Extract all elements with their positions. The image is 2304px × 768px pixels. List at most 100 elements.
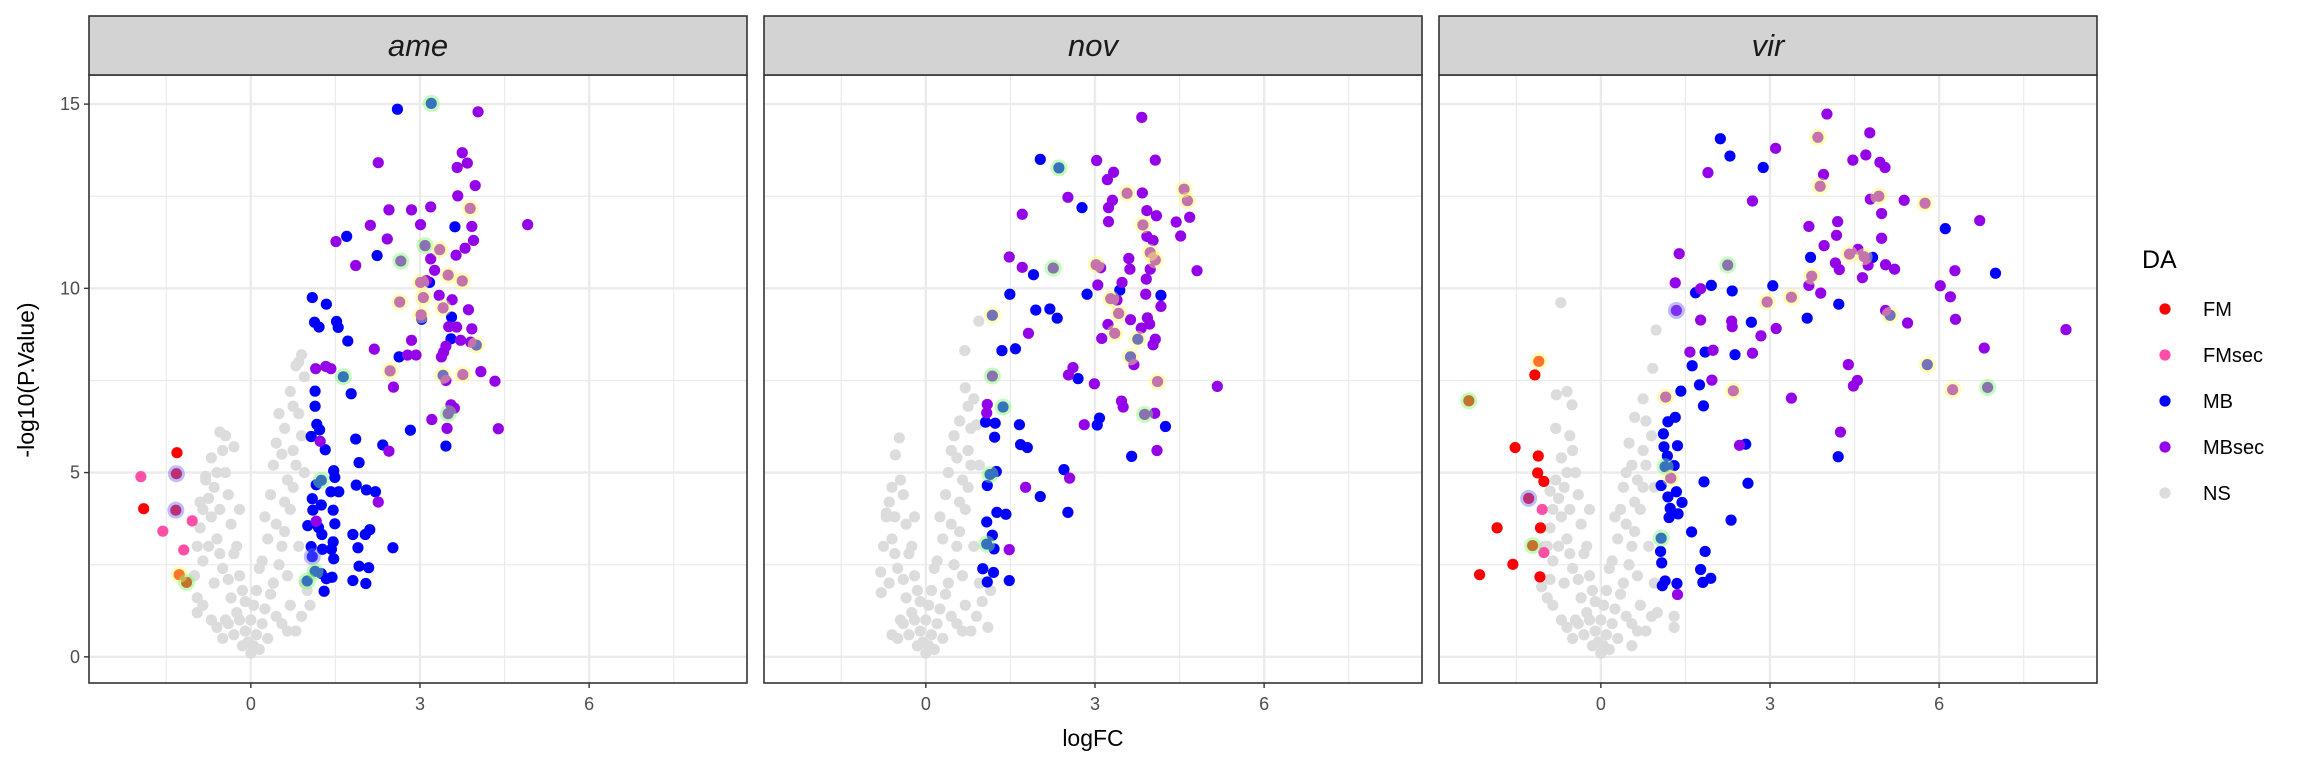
highlight-halo bbox=[994, 398, 1012, 416]
point-mbsec bbox=[1147, 339, 1159, 351]
point-mbsec bbox=[364, 219, 376, 231]
legend-key-dot bbox=[2159, 395, 2171, 407]
point-ns bbox=[281, 474, 294, 486]
point-ns bbox=[959, 382, 971, 394]
point-ns bbox=[897, 618, 909, 630]
point-mbsec bbox=[330, 235, 342, 248]
point-mb bbox=[1724, 150, 1736, 162]
point-mbsec bbox=[475, 366, 487, 378]
highlight-halo bbox=[1656, 458, 1674, 476]
highlight-halo bbox=[983, 306, 1001, 324]
point-mbsec bbox=[1170, 216, 1182, 228]
point-ns bbox=[965, 459, 977, 471]
point-ns bbox=[259, 603, 271, 615]
point-mbsec bbox=[417, 291, 429, 304]
point-mbsec bbox=[310, 515, 322, 527]
highlight-halo bbox=[981, 465, 999, 483]
point-ns bbox=[205, 511, 217, 523]
highlight-halo bbox=[298, 572, 316, 590]
point-mbsec bbox=[1091, 154, 1103, 167]
point-ns bbox=[889, 511, 901, 523]
point-mb bbox=[1661, 450, 1673, 462]
point-ns bbox=[973, 459, 985, 471]
point-mbsec bbox=[1665, 472, 1677, 484]
point-mb bbox=[325, 543, 338, 555]
point-mbsec bbox=[1856, 272, 1869, 284]
point-mbsec bbox=[1016, 261, 1028, 273]
highlight-halo bbox=[1667, 301, 1685, 319]
point-mbsec bbox=[1814, 180, 1826, 192]
point-mb bbox=[986, 309, 998, 321]
point-ns bbox=[264, 588, 277, 600]
highlight-halo bbox=[1146, 251, 1164, 269]
point-ns bbox=[1668, 621, 1680, 633]
point-mbsec bbox=[1873, 190, 1885, 202]
point-ns bbox=[197, 555, 209, 567]
point-mbsec bbox=[442, 269, 454, 281]
point-mbsec bbox=[405, 204, 418, 216]
point-mbsec bbox=[1124, 263, 1136, 275]
point-mb bbox=[440, 440, 452, 452]
point-mbsec bbox=[1803, 279, 1815, 292]
point-ns bbox=[906, 540, 918, 552]
point-mb bbox=[306, 291, 318, 304]
point-ns bbox=[1617, 577, 1629, 589]
point-mbsec bbox=[451, 161, 463, 174]
point-mb bbox=[1804, 251, 1817, 263]
highlight-halo bbox=[1102, 290, 1120, 308]
point-ns bbox=[894, 474, 907, 486]
x-tick-label: 6 bbox=[1934, 694, 1944, 714]
point-mb bbox=[981, 479, 993, 492]
point-mbsec bbox=[1746, 195, 1759, 207]
point-mbsec bbox=[1078, 419, 1090, 431]
highlight-halo bbox=[416, 237, 434, 255]
point-mbsec bbox=[1095, 262, 1107, 274]
point-ns bbox=[900, 518, 912, 530]
point-mbsec bbox=[492, 423, 504, 435]
point-ns bbox=[1536, 581, 1548, 593]
point-mbsec bbox=[465, 336, 477, 348]
point-mbsec bbox=[1770, 142, 1782, 154]
point-mb bbox=[1004, 288, 1016, 300]
legend-title: DA bbox=[2142, 246, 2177, 274]
point-ns bbox=[1572, 573, 1584, 586]
point-fm bbox=[1532, 450, 1544, 462]
point-mb bbox=[984, 468, 996, 481]
point-mbsec bbox=[442, 408, 454, 420]
point-mb bbox=[1672, 508, 1684, 520]
highlight-halo bbox=[467, 336, 485, 354]
point-ns bbox=[883, 496, 895, 508]
point-mb bbox=[1698, 476, 1710, 488]
legend-key-dot bbox=[2159, 303, 2171, 315]
legend-item-mb: MB bbox=[2159, 391, 2233, 413]
point-ns bbox=[1550, 389, 1562, 401]
point-mb bbox=[1671, 440, 1684, 452]
point-mb bbox=[1705, 279, 1717, 292]
point-mb bbox=[1013, 419, 1026, 431]
point-mbsec bbox=[986, 370, 998, 382]
point-mbsec bbox=[1184, 211, 1196, 223]
point-mbsec bbox=[1860, 149, 1872, 161]
point-mbsec bbox=[325, 363, 337, 375]
point-mbsec bbox=[1785, 291, 1797, 303]
point-mbsec bbox=[1803, 220, 1815, 233]
highlight-halo bbox=[170, 566, 188, 584]
point-ns bbox=[191, 540, 203, 552]
point-mb bbox=[1091, 419, 1103, 431]
highlight-halo bbox=[422, 94, 440, 112]
point-ns bbox=[250, 629, 263, 641]
point-mbsec bbox=[1123, 252, 1135, 265]
point-ns bbox=[906, 607, 918, 619]
facet-strip bbox=[1438, 15, 2098, 76]
y-tick-label: 15 bbox=[60, 94, 80, 114]
highlight-halo bbox=[978, 535, 996, 553]
point-mb bbox=[1939, 223, 1951, 235]
highlight-halo bbox=[1044, 259, 1062, 277]
point-mbsec bbox=[437, 302, 449, 314]
point-ns bbox=[228, 441, 240, 453]
point-ns bbox=[965, 422, 977, 434]
point-ns bbox=[273, 408, 285, 420]
point-ns bbox=[1586, 640, 1598, 652]
point-ns bbox=[954, 415, 966, 427]
